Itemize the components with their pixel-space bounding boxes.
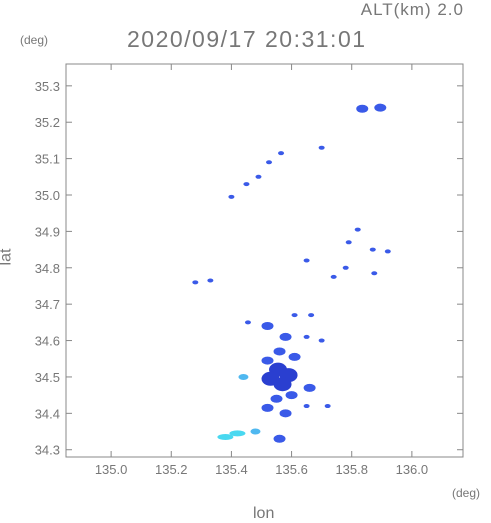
x-tick-label: 135.2 — [155, 462, 188, 477]
echo-cells — [192, 103, 391, 443]
plot-frame — [65, 63, 464, 458]
echo-point — [288, 352, 301, 361]
echo-point — [318, 338, 325, 343]
x-tick-label: 135.6 — [275, 462, 308, 477]
echo-point — [369, 247, 376, 252]
y-tick-label: 34.6 — [35, 334, 60, 349]
y-tick-label: 34.8 — [35, 261, 60, 276]
echo-point — [270, 394, 283, 403]
echo-point — [244, 320, 251, 325]
altitude-label: ALT(km) 2.0 — [360, 0, 464, 19]
echo-point — [330, 274, 337, 279]
echo-point — [250, 428, 261, 435]
y-tick-label: 34.7 — [35, 297, 60, 312]
echo-point — [266, 160, 273, 165]
echo-point — [303, 258, 310, 263]
y-tick-label: 34.4 — [35, 406, 60, 421]
y-tick-label: 35.1 — [35, 152, 60, 167]
echo-point — [324, 404, 331, 409]
y-tick-label: 35.2 — [35, 115, 60, 130]
x-tick-label: 136.0 — [396, 462, 429, 477]
echo-point — [285, 391, 298, 400]
y-axis-unit: (deg) — [20, 33, 49, 47]
axis-ticks: 135.0 135.2 135.4 135.6 135.8 136.0 34.3 34.4 34… — [35, 64, 463, 477]
echo-point — [207, 278, 214, 283]
echo-point — [303, 383, 316, 392]
echo-point — [318, 145, 325, 150]
echo-point — [308, 313, 315, 318]
x-axis-unit: (deg) — [452, 486, 481, 500]
echo-point — [261, 356, 274, 365]
echo-point — [356, 104, 369, 113]
echo-point — [255, 174, 262, 179]
y-tick-label: 34.5 — [35, 370, 60, 385]
echo-point — [273, 377, 292, 392]
x-tick-label: 135.4 — [215, 462, 248, 477]
echo-point — [229, 430, 246, 437]
echo-point — [273, 347, 286, 356]
echo-point — [342, 265, 349, 270]
y-tick-label: 34.3 — [35, 443, 60, 458]
echo-point — [303, 334, 310, 339]
echo-point — [192, 280, 199, 285]
echo-point — [279, 332, 292, 341]
x-tick-label: 135.8 — [335, 462, 368, 477]
echo-point — [279, 409, 292, 418]
echo-point — [291, 313, 298, 318]
echo-point — [345, 240, 352, 245]
echo-point — [243, 182, 250, 187]
echo-point — [371, 271, 378, 276]
x-tick-label: 135.0 — [95, 462, 128, 477]
echo-point — [354, 227, 361, 232]
echo-point — [374, 103, 387, 112]
echo-point — [228, 194, 235, 199]
y-tick-label: 34.9 — [35, 224, 60, 239]
x-axis-label: lon — [253, 505, 275, 522]
echo-point — [217, 433, 234, 440]
echo-point — [238, 373, 249, 380]
echo-point — [261, 403, 274, 412]
echo-point — [384, 249, 391, 254]
echo-point — [278, 151, 285, 156]
timestamp-title: 2020/09/17 20:31:01 — [127, 26, 367, 52]
y-tick-label: 35.0 — [35, 188, 60, 203]
echo-point — [303, 404, 310, 409]
echo-point — [261, 322, 274, 330]
y-tick-label: 35.3 — [35, 79, 60, 94]
echo-point — [273, 434, 286, 443]
